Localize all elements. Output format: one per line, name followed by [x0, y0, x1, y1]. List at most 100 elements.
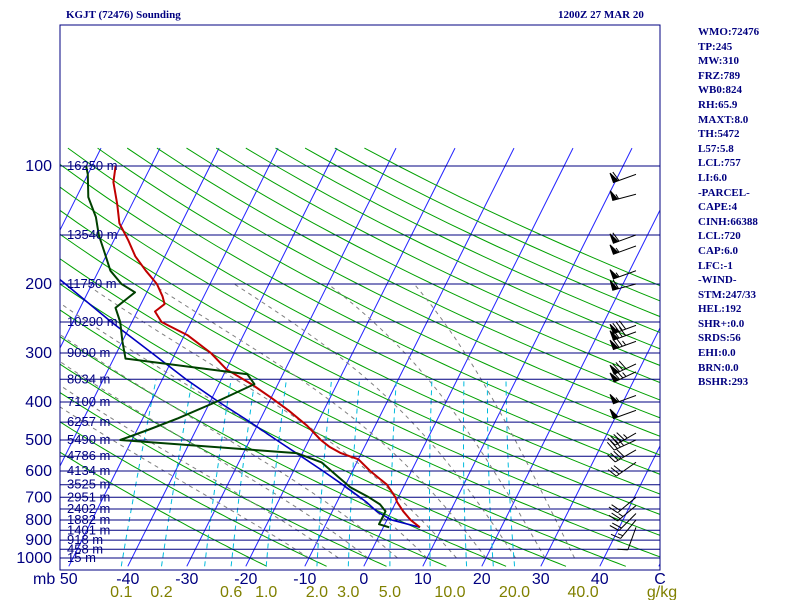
mixing-ratio-unit-label: g/kg [647, 584, 677, 600]
height-label: 16250 m [67, 158, 118, 173]
temperature-tick-label: 40 [591, 571, 609, 588]
index-item: RH:65.9 [698, 98, 738, 111]
wind-barb [609, 369, 637, 383]
wind-barb [609, 279, 637, 291]
height-label: 3525 m [67, 477, 110, 492]
isobar-lines [60, 165, 660, 559]
mixing-ratio-tick-label: 10.0 [434, 584, 465, 600]
parcel-trace [60, 278, 421, 529]
dry-adiabat-line [60, 163, 660, 475]
index-item: SHR+:0.0 [698, 317, 745, 330]
wind-barb [609, 190, 637, 202]
moist-adiabat-line [413, 283, 575, 559]
height-label: 4134 m [67, 463, 110, 478]
mixing-ratio-tick-label: 2.0 [306, 584, 328, 600]
isotherm-line [60, 147, 220, 468]
pressure-tick-label: 100 [25, 158, 52, 175]
temperature-unit-label: C [654, 571, 666, 588]
isotherm-line [60, 147, 161, 350]
mixing-ratio-tick-label: 1.0 [255, 584, 277, 600]
wind-barb [609, 337, 637, 351]
plot-border [59, 24, 661, 571]
moist-adiabat-line [60, 360, 369, 559]
temperature-tick-label: -10 [293, 571, 316, 588]
mixing-ratio-line [230, 379, 256, 567]
dry-adiabat-line [60, 451, 268, 567]
pressure-tick-label: 200 [25, 276, 52, 293]
wind-barb [609, 408, 637, 420]
isotherm-line [60, 147, 102, 232]
sounding-time: 1200Z 27 MAR 20 [558, 9, 644, 21]
mixing-ratio-tick-label: 20.0 [499, 584, 530, 600]
index-item: FRZ:789 [698, 69, 741, 82]
pressure-tick-label: 1000 [16, 550, 52, 567]
isotherm-line [127, 147, 338, 567]
wind-barb [609, 244, 637, 255]
wind-barb [609, 513, 637, 531]
pressure-tick-label: 900 [25, 532, 52, 549]
height-label: 8034 m [67, 371, 110, 386]
mixing-ratio-tick-label: 0.6 [220, 584, 242, 600]
height-label: 2402 m [67, 501, 110, 516]
dry-adiabat-line [60, 391, 387, 567]
moist-adiabat-line [85, 283, 457, 559]
dewpoint-trace [85, 165, 390, 529]
index-item: BSHR:293 [698, 376, 749, 389]
index-item: WMO:72476 [698, 26, 760, 38]
index-item: -PARCEL- [698, 186, 750, 199]
index-item: MAXT:8.0 [698, 113, 749, 126]
mixing-ratio-line [161, 379, 193, 567]
mixing-ratio-line [505, 379, 515, 567]
isotherm-line [363, 147, 574, 567]
temperature-tick-label: 50 [60, 571, 78, 588]
mixing-ratio-tick-label: 3.0 [337, 584, 359, 600]
pressure-tick-label: 800 [25, 512, 52, 529]
temperature-tick-label: -40 [116, 571, 139, 588]
pressure-tick-label: 700 [25, 489, 52, 506]
wind-barb [617, 527, 637, 551]
height-label: 6257 m [67, 414, 110, 429]
temperature-tick-label: 10 [414, 571, 432, 588]
isotherm-line [422, 147, 633, 567]
wind-barb [609, 320, 637, 335]
isotherm-line [186, 147, 397, 567]
temperature-tick-label: 0 [359, 571, 368, 588]
height-label: 1401 m [67, 522, 110, 537]
isotherm-line [481, 208, 660, 567]
mixing-ratio-line [204, 379, 232, 567]
height-label: 15 m [67, 550, 96, 565]
wind-barb [609, 171, 637, 184]
temperature-tick-label: -20 [234, 571, 257, 588]
index-item: LI:6.0 [698, 171, 728, 184]
wind-barb [606, 437, 637, 451]
mixing-ratio-line [486, 379, 494, 567]
height-label: 9090 m [67, 345, 110, 360]
temperature-tick-label: 20 [473, 571, 491, 588]
dry-adiabat-line [60, 421, 327, 567]
sounding-title: KGJT (72476) Sounding [66, 9, 181, 21]
index-item: CAP:6.0 [698, 244, 739, 257]
temperature-tick-label: 30 [532, 571, 550, 588]
index-item: SRDS:56 [698, 332, 741, 345]
wind-barb [607, 461, 637, 477]
isotherm-line [540, 326, 660, 567]
wind-barb [609, 393, 637, 405]
mixing-ratio-line [347, 379, 360, 567]
height-label: 5490 m [67, 432, 110, 447]
height-label: 458 m [67, 541, 103, 556]
index-item: TP:245 [698, 40, 733, 53]
wind-barb [607, 449, 637, 463]
isotherm-line [68, 147, 279, 567]
mixing-ratio-line [120, 379, 157, 567]
index-item: CINH:66388 [698, 215, 758, 228]
index-item: CAPE:4 [698, 201, 738, 214]
moist-adiabat-line [60, 302, 428, 559]
index-item: LCL:720 [698, 230, 741, 243]
mixing-ratio-tick-label: 0.2 [150, 584, 172, 600]
mixing-ratio-line [462, 379, 468, 567]
background-grid [60, 147, 660, 567]
index-item: TH:5472 [698, 128, 740, 141]
height-label: 7100 m [67, 394, 110, 409]
